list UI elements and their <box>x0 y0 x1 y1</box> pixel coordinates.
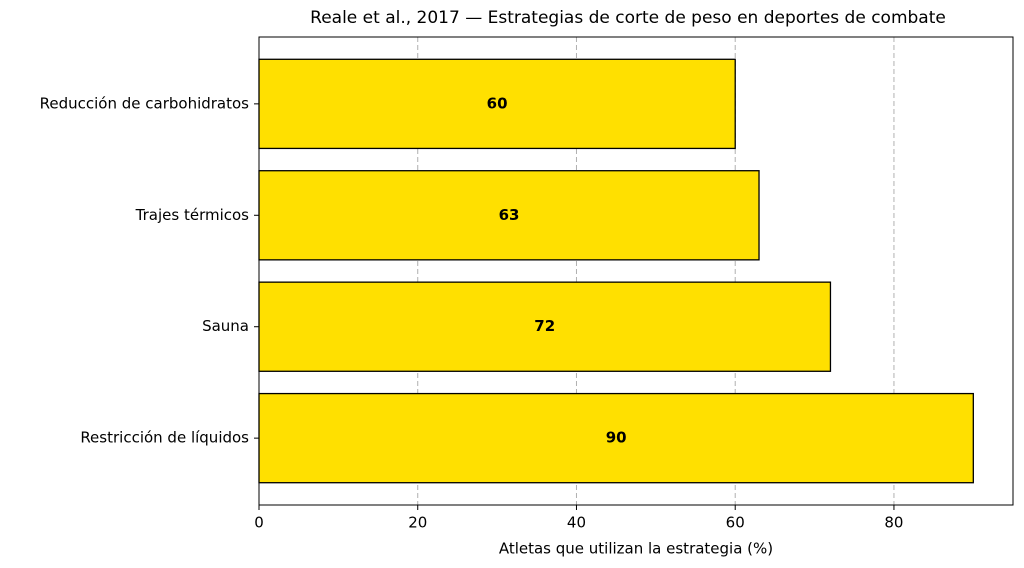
x-axis-label: Atletas que utilizan la estrategia (%) <box>499 540 773 558</box>
y-tick-label: Sauna <box>202 317 249 335</box>
chart-title: Reale et al., 2017 — Estrategias de cort… <box>310 8 946 28</box>
x-tick-label: 60 <box>726 514 745 532</box>
y-tick-label: Restricción de líquidos <box>80 429 249 447</box>
x-tick-label: 80 <box>884 514 903 532</box>
y-tick-label: Reducción de carbohidratos <box>40 94 250 112</box>
x-tick-label: 0 <box>254 514 264 532</box>
value-label: 60 <box>487 94 508 112</box>
value-label: 63 <box>499 206 520 224</box>
value-label: 72 <box>534 317 555 335</box>
x-tick-label: 40 <box>567 514 586 532</box>
bar <box>258 58 736 150</box>
bar <box>258 170 760 261</box>
bar <box>258 392 974 484</box>
y-tick-label: Trajes térmicos <box>135 206 250 224</box>
x-tick-label: 20 <box>408 514 427 532</box>
bar <box>258 281 832 372</box>
value-label: 90 <box>606 429 627 447</box>
plot-frame <box>258 36 1014 506</box>
